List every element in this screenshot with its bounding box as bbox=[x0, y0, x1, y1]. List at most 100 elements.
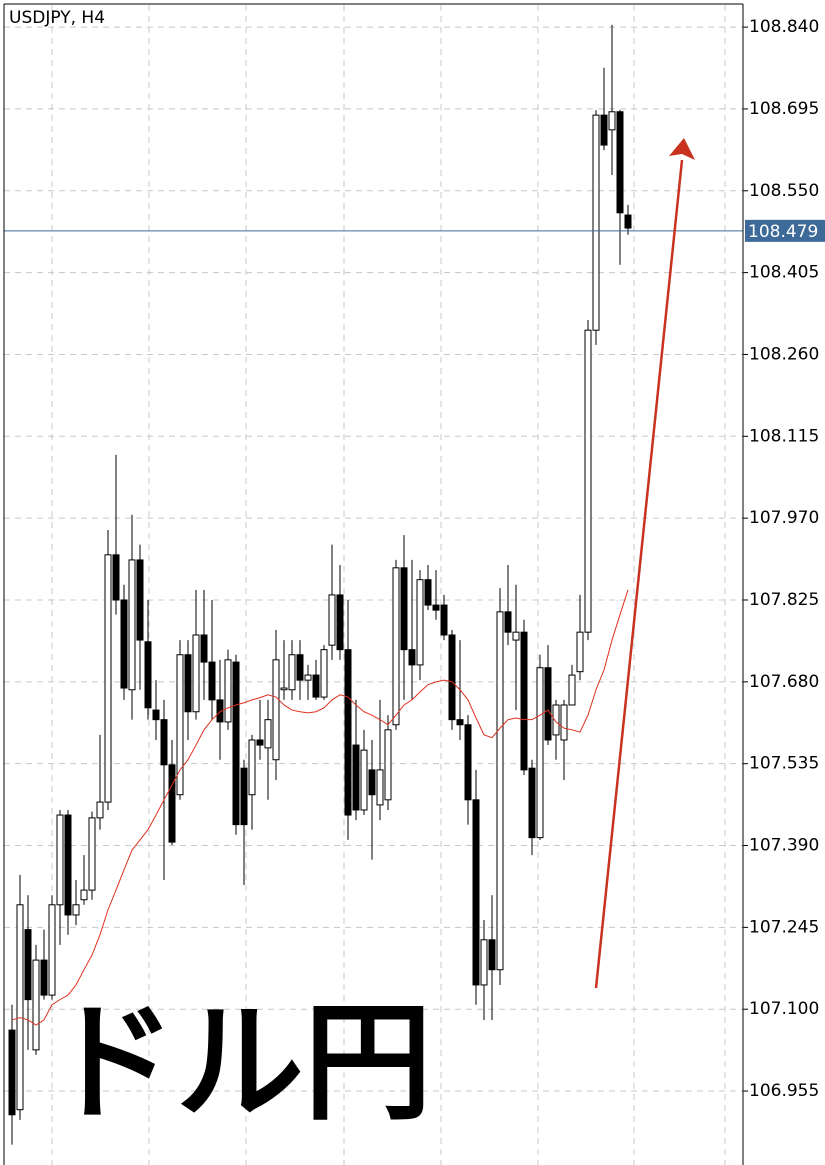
candle-body bbox=[104, 554, 112, 803]
candle-body bbox=[328, 594, 336, 646]
candle-body bbox=[560, 704, 568, 741]
candle-body bbox=[544, 667, 552, 741]
candle-body bbox=[296, 654, 304, 681]
chart-title: USDJPY, H4 bbox=[9, 8, 105, 28]
candle-body bbox=[536, 667, 544, 839]
y-tick-label: 108.695 bbox=[749, 99, 819, 119]
candle-body bbox=[112, 554, 120, 601]
y-tick-label: 108.260 bbox=[749, 344, 819, 364]
y-tick-label: 107.100 bbox=[749, 999, 819, 1019]
candle-body bbox=[176, 654, 184, 796]
candle-body bbox=[264, 719, 272, 749]
candle-body bbox=[384, 729, 392, 801]
y-tick-label: 106.955 bbox=[749, 1081, 819, 1101]
moving-average-line bbox=[11, 589, 629, 1026]
y-tick-label: 108.405 bbox=[749, 263, 819, 283]
candle-body bbox=[96, 801, 104, 819]
candle-body bbox=[48, 904, 56, 996]
candle-body bbox=[88, 817, 96, 891]
candle-body bbox=[624, 214, 632, 229]
candle-body bbox=[400, 567, 408, 651]
candle-body bbox=[248, 739, 256, 796]
candle-body bbox=[280, 687, 288, 691]
candle-body bbox=[504, 611, 512, 633]
candle-body bbox=[376, 769, 384, 806]
candles bbox=[8, 24, 632, 1145]
candle-body bbox=[216, 699, 224, 723]
candle-body bbox=[512, 631, 520, 641]
candle-body bbox=[448, 634, 456, 721]
candle-body bbox=[496, 611, 504, 971]
arrow-shaft bbox=[594, 159, 684, 989]
candle-body bbox=[480, 939, 488, 986]
candle-body bbox=[56, 814, 64, 906]
candle-body bbox=[312, 674, 320, 698]
candle-body bbox=[520, 631, 528, 771]
candle-body bbox=[600, 114, 608, 146]
candle-body bbox=[200, 634, 208, 663]
candle-body bbox=[576, 631, 584, 673]
candle-body bbox=[232, 661, 240, 826]
candle-body bbox=[224, 659, 232, 723]
candle-body bbox=[320, 649, 328, 698]
candle-body bbox=[64, 814, 72, 916]
y-tick-label: 108.840 bbox=[749, 17, 819, 37]
candle-body bbox=[424, 579, 432, 606]
candle-body bbox=[416, 579, 424, 666]
candle-body bbox=[168, 764, 176, 843]
y-tick-label: 107.825 bbox=[749, 590, 819, 610]
candle-body bbox=[528, 767, 536, 839]
candle-body bbox=[440, 604, 448, 636]
candle-body bbox=[472, 799, 480, 986]
candle-body bbox=[336, 594, 344, 651]
candle-body bbox=[8, 1029, 16, 1116]
candle-body bbox=[552, 704, 560, 736]
candle-body bbox=[136, 559, 144, 641]
candle-body bbox=[304, 674, 312, 681]
candle-body bbox=[24, 929, 32, 1001]
candle-body bbox=[120, 599, 128, 689]
candle-body bbox=[360, 749, 368, 811]
candle-body bbox=[256, 739, 264, 746]
candle-body bbox=[192, 634, 200, 713]
annotation-text: ドル円 bbox=[48, 989, 432, 1138]
candle-body bbox=[464, 724, 472, 801]
y-tick-label: 107.245 bbox=[749, 917, 819, 937]
candle-body bbox=[352, 744, 360, 811]
candle-body bbox=[616, 111, 624, 214]
candle-body bbox=[608, 111, 616, 131]
candle-body bbox=[408, 649, 416, 666]
y-tick-label: 108.115 bbox=[749, 426, 819, 446]
candle-body bbox=[40, 959, 48, 996]
candle-body bbox=[368, 769, 376, 796]
overlay bbox=[4, 230, 743, 1026]
candle-body bbox=[80, 889, 88, 901]
y-tick-label: 107.390 bbox=[749, 836, 819, 856]
candle-body bbox=[16, 904, 24, 1111]
candle-body bbox=[592, 114, 600, 331]
candle-body bbox=[568, 674, 576, 706]
y-tick-label: 107.970 bbox=[749, 508, 819, 528]
candle-body bbox=[344, 649, 352, 816]
candle-body bbox=[128, 559, 136, 691]
trend-arrow bbox=[594, 138, 695, 989]
price-axis: 108.840 108.695 108.550 108.405 108.260 108.1… bbox=[743, 17, 825, 1101]
candle-body bbox=[288, 654, 296, 691]
candle-body bbox=[208, 661, 216, 701]
y-tick-label: 107.535 bbox=[749, 754, 819, 774]
candle-body bbox=[488, 939, 496, 971]
candle-body bbox=[240, 767, 248, 826]
current-price-label: 108.479 bbox=[748, 222, 818, 242]
y-tick-label: 107.680 bbox=[749, 672, 819, 692]
candle-body bbox=[72, 904, 80, 916]
candle-body bbox=[144, 641, 152, 709]
candle-body bbox=[584, 329, 592, 633]
y-tick-label: 108.550 bbox=[749, 181, 819, 201]
candle-body bbox=[152, 709, 160, 721]
arrow-head bbox=[669, 138, 695, 160]
candle-body bbox=[392, 567, 400, 726]
candle-body bbox=[456, 719, 464, 726]
